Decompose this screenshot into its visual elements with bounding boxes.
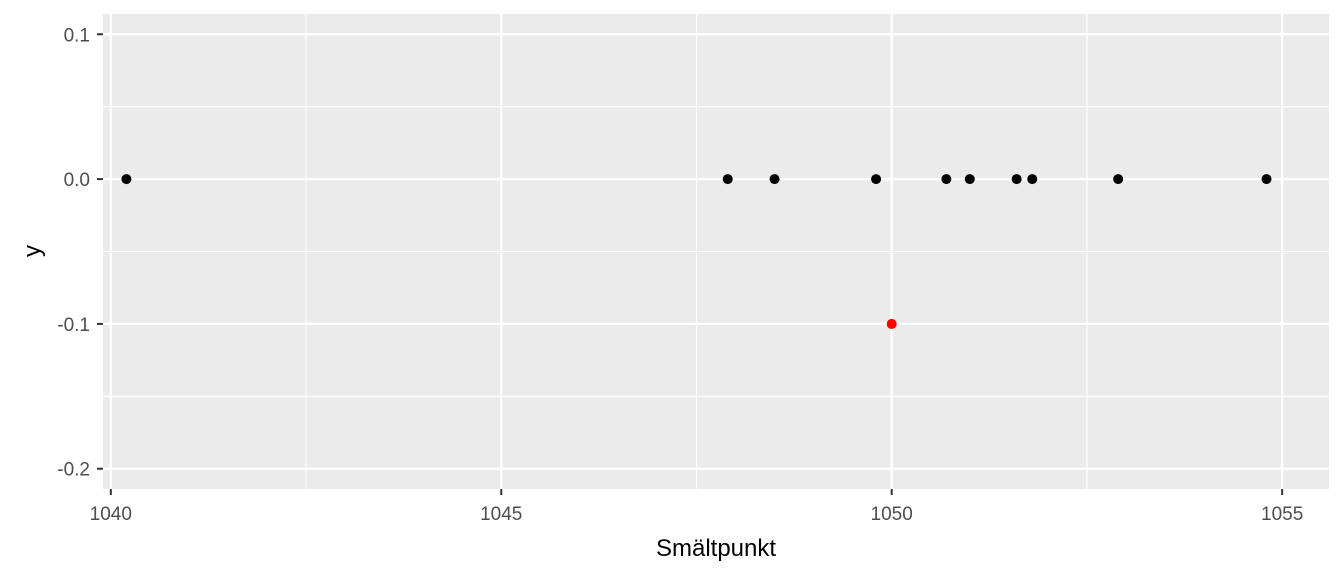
data-point: [1011, 174, 1022, 185]
y-tick-label: 0.0: [64, 170, 90, 191]
data-point: [964, 174, 975, 185]
y-tick-label: -0.1: [57, 315, 90, 336]
x-tick-label: 1045: [480, 504, 522, 525]
x-tick-label: 1050: [871, 504, 913, 525]
x-tick-label: 1055: [1261, 504, 1303, 525]
y-tick-label: 0.1: [64, 25, 90, 46]
x-axis: 1040 1045 1050 1055: [90, 489, 1303, 525]
data-point: [1113, 174, 1124, 185]
data-point: [722, 174, 733, 185]
data-point: [121, 174, 132, 185]
y-axis-title: y: [19, 245, 46, 257]
minor-gridlines: [103, 14, 1329, 489]
x-tick-label: 1040: [90, 504, 132, 525]
highlight-point: [886, 318, 897, 329]
major-gridlines: [103, 14, 1329, 489]
y-axis: 0.1 0.0 -0.1 -0.2: [57, 25, 103, 481]
data-point: [1261, 174, 1272, 185]
data-point: [769, 174, 780, 185]
y-tick-label: -0.2: [57, 460, 90, 481]
x-axis-title: Smältpunkt: [656, 535, 776, 562]
data-point: [941, 174, 952, 185]
data-point: [871, 174, 882, 185]
data-point: [1027, 174, 1038, 185]
data-points: [121, 174, 1272, 329]
